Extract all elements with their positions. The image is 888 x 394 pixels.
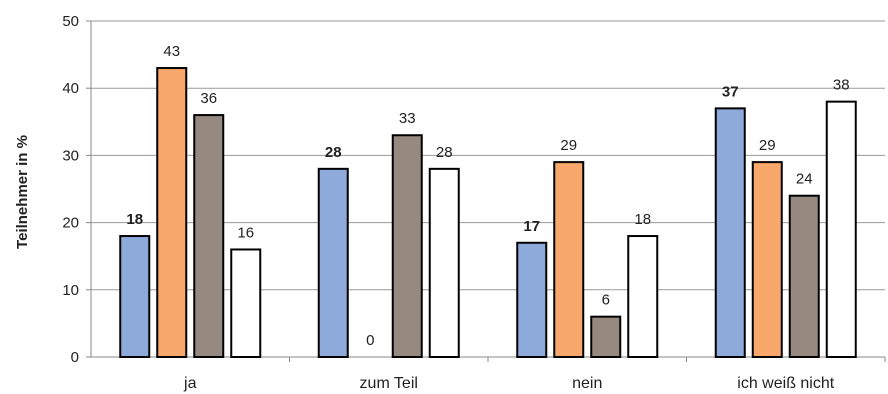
data-label: 43 xyxy=(163,43,180,60)
bar xyxy=(230,248,262,358)
y-tick-label: 50 xyxy=(62,13,79,30)
x-category-label: nein xyxy=(572,375,602,392)
bar xyxy=(590,315,622,358)
bars xyxy=(119,67,857,358)
data-label: 24 xyxy=(796,171,813,188)
data-label: 28 xyxy=(325,144,342,161)
bar xyxy=(714,107,746,358)
bar xyxy=(627,235,659,358)
bar xyxy=(825,100,857,358)
data-label: 29 xyxy=(759,137,776,154)
bar xyxy=(428,167,460,358)
y-tick-label: 0 xyxy=(71,349,79,366)
tick-labels: 0 10 20 30 40 50 ja zum Teil nein ich weiß nicht xyxy=(62,13,834,392)
x-category-label: ja xyxy=(183,375,197,392)
bar xyxy=(391,134,423,358)
y-tick-label: 30 xyxy=(62,147,79,164)
data-label: 29 xyxy=(560,137,577,154)
bar xyxy=(553,161,585,358)
bar xyxy=(751,161,783,358)
y-tick-label: 10 xyxy=(62,282,79,299)
bar xyxy=(317,167,349,358)
x-category-label: zum Teil xyxy=(360,375,418,392)
data-label: 36 xyxy=(200,90,217,107)
y-tick-label: 40 xyxy=(62,80,79,97)
data-label: 17 xyxy=(523,218,540,235)
bar xyxy=(119,235,151,358)
data-label: 28 xyxy=(436,144,453,161)
y-axis-title: Teilnehmer in % xyxy=(14,135,31,249)
data-label: 18 xyxy=(634,211,651,228)
y-tick-label: 20 xyxy=(62,215,79,232)
data-label: 37 xyxy=(722,83,739,100)
data-label: 33 xyxy=(399,110,416,127)
bar xyxy=(788,194,820,358)
bar xyxy=(193,114,225,358)
data-label: 0 xyxy=(366,332,374,349)
data-label: 18 xyxy=(126,211,143,228)
data-label: 16 xyxy=(237,224,254,241)
data-label: 6 xyxy=(602,292,610,309)
bar xyxy=(156,67,188,358)
x-category-label: ich weiß nicht xyxy=(737,375,834,392)
data-label: 38 xyxy=(833,77,850,94)
value-labels: 18 43 36 16 28 0 33 28 17 29 6 18 37 29 24 38 xyxy=(126,43,849,349)
bar xyxy=(516,241,548,358)
